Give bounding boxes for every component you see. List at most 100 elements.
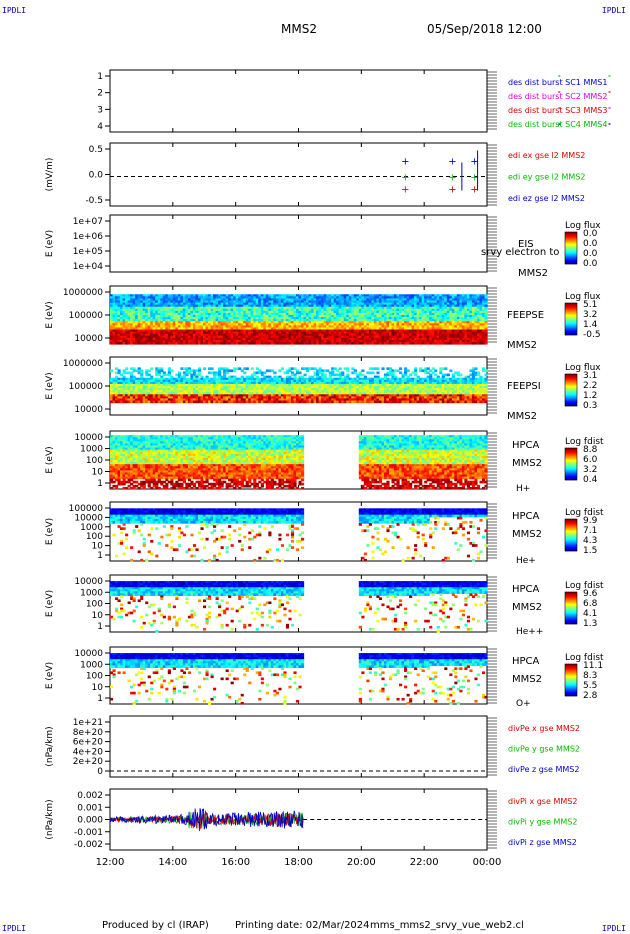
spectrogram-cell — [351, 298, 355, 302]
spectrogram-cell — [441, 341, 445, 345]
spectrogram-cell — [481, 294, 486, 297]
colorbar-band — [565, 317, 577, 319]
edi-ey-point: + — [448, 173, 456, 184]
spectrogram-cell — [223, 386, 227, 389]
spectrogram-cell — [253, 341, 257, 345]
spectrogram-cell — [185, 373, 189, 377]
spectrogram-cell — [147, 396, 151, 400]
spectrogram-cell — [157, 333, 161, 337]
spectrogram-cell — [145, 337, 149, 341]
spectrogram-cell — [308, 339, 312, 343]
spectrogram-cell — [197, 298, 202, 302]
spectrogram-cell — [268, 381, 272, 385]
spectrogram-cell — [172, 304, 176, 308]
spectrogram-cell — [270, 339, 274, 343]
spectrogram-cell — [205, 296, 209, 300]
spectrogram-cell — [225, 381, 229, 385]
spectrogram-cell — [326, 341, 330, 345]
spectrogram-cell — [127, 341, 131, 345]
spectrogram-cell — [152, 329, 156, 333]
spectrogram-cell — [162, 335, 166, 339]
spectrogram-cell — [180, 317, 184, 320]
spectrogram-cell — [363, 331, 367, 335]
spectrogram-cell — [429, 329, 433, 333]
spectrogram-cell — [220, 400, 224, 404]
spectrogram-cell — [187, 386, 192, 389]
spectrogram-cell — [270, 392, 274, 395]
spectrogram-cell — [160, 323, 164, 326]
spectrogram-cell — [175, 333, 179, 337]
spectrogram-cell — [326, 327, 330, 331]
spectrogram-cell — [187, 304, 192, 308]
spectrogram-cell — [150, 337, 154, 341]
spectrogram-cell — [348, 339, 352, 343]
spectrogram-cell — [406, 294, 410, 297]
spectrogram-cell — [190, 400, 194, 404]
spectrogram-cell — [371, 306, 375, 310]
spectrogram-cell — [270, 396, 274, 400]
spectrogram-cell — [270, 300, 274, 304]
spectrogram-cell — [353, 319, 357, 322]
spectrogram-cell — [338, 315, 342, 318]
spectrogram-cell — [240, 333, 244, 337]
spectrogram-cell — [306, 339, 310, 343]
spectrogram-cell — [235, 398, 239, 402]
spectrogram-cell — [456, 298, 460, 302]
spectrogram-cell — [210, 339, 214, 343]
spectrogram-cell — [416, 333, 420, 337]
spectrogram-cell — [421, 300, 425, 304]
spectrogram-cell — [361, 325, 365, 329]
spectrogram-cell — [419, 323, 423, 326]
spectrogram-cell — [182, 396, 186, 400]
spectrogram-cell — [376, 312, 380, 316]
spectrogram-cell — [253, 386, 257, 389]
spectrogram-cell — [175, 304, 179, 308]
spectrogram-cell — [311, 294, 315, 297]
spectrogram-cell — [140, 392, 144, 395]
spectrogram-cell — [145, 312, 149, 316]
spectrogram-cell — [122, 310, 126, 314]
spectrogram-cell — [404, 294, 408, 297]
spectrogram-cell — [205, 321, 209, 324]
spectrogram-cell — [135, 331, 139, 335]
spectrogram-cell — [122, 386, 126, 389]
spectrogram-cell — [394, 306, 398, 310]
spectrogram-cell — [235, 331, 239, 335]
spectrogram-cell — [399, 312, 403, 316]
spectrogram-cell — [167, 383, 171, 387]
spectrogram-cell — [170, 294, 174, 297]
spectrogram-cell — [115, 325, 119, 329]
spectrogram-cell — [167, 319, 171, 322]
spectrogram-cell — [409, 300, 413, 304]
spectrogram-cell — [376, 321, 380, 324]
spectrogram-cell — [280, 308, 285, 312]
spectrogram-cell — [122, 400, 126, 404]
spectrogram-cell — [162, 323, 166, 326]
spectrogram-cell — [192, 400, 197, 404]
spectrogram-cell — [316, 323, 320, 326]
spectrogram-cell — [258, 369, 262, 373]
spectrogram-cell — [270, 325, 274, 329]
spectrogram-cell — [200, 294, 204, 297]
spectrogram-cell — [363, 327, 367, 331]
spectrogram-cell — [162, 396, 166, 400]
spectrogram-cell — [336, 294, 340, 297]
spectrogram-cell — [358, 298, 362, 302]
spectrogram-cell — [399, 294, 403, 297]
spectrogram-cell — [165, 319, 169, 322]
spectrogram-cell — [210, 298, 214, 302]
spectrogram-cell — [336, 317, 340, 320]
spectrogram-cell — [285, 383, 290, 387]
spectrogram-cell — [404, 319, 408, 322]
spectrogram-cell — [461, 325, 465, 329]
spectrogram-cell — [436, 312, 440, 316]
spectrogram-cell — [426, 325, 430, 329]
spectrogram-cell — [336, 312, 340, 316]
spectrogram-cell — [192, 300, 197, 304]
spectrogram-cell — [230, 341, 234, 345]
spectrogram-cell — [197, 294, 202, 297]
spectrogram-cell — [200, 337, 204, 341]
spectrogram-cell — [456, 306, 460, 310]
spectrogram-cell — [446, 317, 450, 320]
spectrogram-cell — [321, 335, 325, 339]
